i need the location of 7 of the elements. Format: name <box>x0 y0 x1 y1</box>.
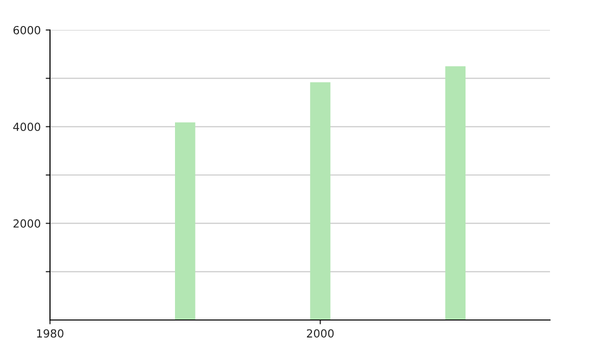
bar <box>310 82 330 320</box>
y-tick-label: 6000 <box>13 26 40 34</box>
bar <box>445 66 466 320</box>
y-tick-label: 2000 <box>14 219 40 228</box>
x-tick-label: 1980 <box>37 329 64 338</box>
y-tick-label: 4000 <box>13 122 40 132</box>
bar <box>175 122 196 320</box>
